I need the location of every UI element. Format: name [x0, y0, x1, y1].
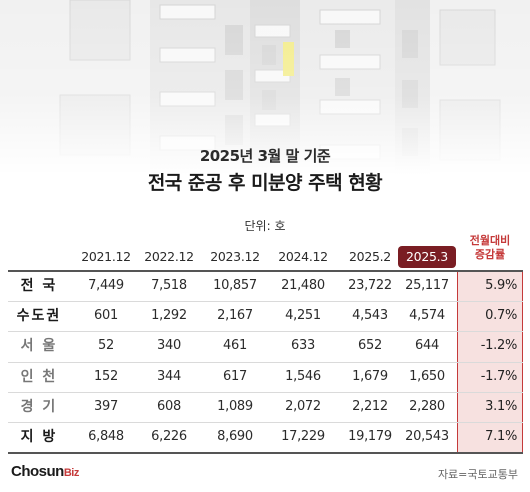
table-cell: 19,179 — [348, 429, 392, 444]
change-header-line2: 증감률 — [474, 248, 506, 261]
table-cell: 1,089 — [217, 398, 253, 414]
table-cell: 617 — [223, 368, 247, 384]
table-cell: 6,226 — [151, 429, 187, 444]
change-column-header: 전월대비 증감률 — [457, 234, 523, 262]
change-cell: -1.2% — [480, 338, 518, 354]
row-label: 서 울 — [20, 338, 58, 355]
column-header: 2025.2 — [349, 249, 391, 264]
table-cell: 2,280 — [409, 398, 445, 414]
table-cell: 1,679 — [352, 368, 388, 384]
column-header: 2023.12 — [210, 249, 260, 264]
column-header: 2021.12 — [81, 249, 131, 264]
table-cell: 2,072 — [285, 398, 321, 414]
table-cell: 1,546 — [285, 368, 321, 384]
table-cell: 1,292 — [151, 308, 187, 324]
table-cell: 4,251 — [285, 308, 321, 324]
table-cell: 52 — [98, 338, 114, 354]
table-cell: 17,229 — [281, 429, 325, 444]
table-row: 서 울 52 340 461 633 652 644 -1.2% — [0, 331, 530, 361]
table-cell: 340 — [157, 338, 181, 354]
table-cell: 461 — [223, 338, 247, 354]
chart-subtitle: 2025년 3월 말 기준 — [199, 147, 331, 165]
source-note: 자료=국토교통부 — [437, 468, 518, 481]
logo-main: Chosun — [11, 463, 64, 480]
chart-title: 전국 준공 후 미분양 주택 현황 — [147, 172, 383, 194]
table-cell: 2,167 — [217, 308, 253, 324]
row-label: 전 국 — [20, 278, 58, 294]
table-cell: 344 — [157, 368, 181, 384]
table-cell: 633 — [291, 338, 315, 354]
change-header-line1: 전월대비 — [469, 234, 511, 247]
row-label: 수도권 — [16, 308, 62, 325]
table-row: 수도권 601 1,292 2,167 4,251 4,543 4,574 0.7% — [0, 301, 530, 331]
change-cell: -1.7% — [480, 368, 518, 384]
change-cell: 5.9% — [485, 278, 517, 293]
table-cell: 397 — [94, 398, 118, 414]
row-divider — [8, 361, 523, 363]
row-divider — [8, 391, 523, 393]
change-cell: 7.1% — [485, 429, 517, 444]
row-label: 인 천 — [20, 368, 58, 385]
change-column-background — [457, 270, 523, 452]
logo-accent: Biz — [63, 467, 80, 479]
table-row: 전 국 7,449 7,518 10,857 21,480 23,722 25,117 5.9… — [0, 271, 530, 301]
table-cell: 25,117 — [405, 278, 449, 293]
change-cell: 0.7% — [485, 308, 517, 324]
table-row: 경 기 397 608 1,089 2,072 2,212 2,280 3.1% — [0, 392, 530, 422]
row-divider — [8, 331, 523, 333]
table-row: 인 천 152 344 617 1,546 1,679 1,650 -1.7% — [0, 362, 530, 392]
table-top-rule — [8, 270, 523, 272]
row-divider — [8, 452, 523, 454]
row-label: 경 기 — [20, 398, 58, 415]
table-cell: 644 — [415, 338, 439, 354]
row-divider — [8, 422, 523, 423]
table-cell: 10,857 — [213, 278, 257, 293]
table-cell: 2,212 — [352, 398, 388, 414]
row-divider — [8, 301, 523, 303]
table-row: 지 방 6,848 6,226 8,690 17,229 19,179 20,543 7.1% — [0, 422, 530, 452]
table-cell: 21,480 — [281, 278, 325, 293]
table-cell: 20,543 — [405, 429, 449, 444]
chosunbiz-logo: ChosunBiz — [11, 463, 79, 480]
table-cell: 1,650 — [409, 368, 445, 384]
table-cell: 601 — [94, 308, 118, 324]
unit-label: 단위: 호 — [244, 219, 286, 233]
column-header: 2024.12 — [278, 249, 328, 264]
row-label: 지 방 — [20, 429, 58, 445]
table-cell: 7,518 — [151, 278, 187, 293]
table-cell: 23,722 — [348, 278, 392, 293]
table-cell: 152 — [94, 368, 118, 384]
building-illustration — [0, 0, 530, 175]
table-cell: 7,449 — [88, 278, 124, 293]
change-cell: 3.1% — [485, 398, 517, 414]
table-cell: 8,690 — [217, 429, 253, 444]
table-cell: 608 — [157, 398, 181, 414]
table-cell: 6,848 — [88, 429, 124, 444]
table-cell: 4,543 — [352, 308, 388, 324]
table-cell: 652 — [358, 338, 382, 354]
table-cell: 4,574 — [409, 308, 445, 324]
column-header-highlight: 2025.3 — [398, 246, 456, 268]
column-header: 2022.12 — [144, 249, 194, 264]
